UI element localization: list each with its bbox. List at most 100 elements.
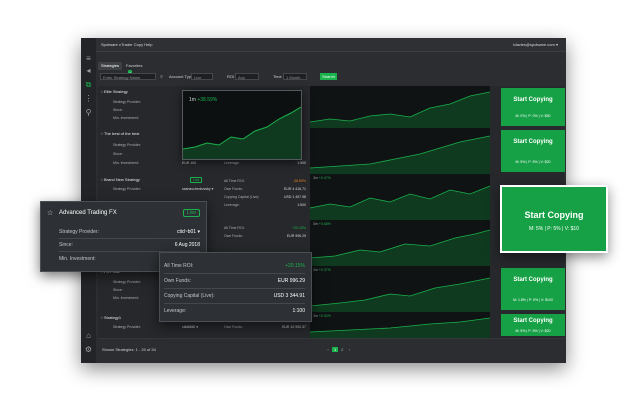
provider-value[interactable]: sashavcherkovsky ▾ <box>182 187 214 191</box>
capital-stat: Copying Capital (Live): USD 1 457.98 <box>224 195 306 199</box>
cta-fees: M: 1.8% | P: 5% | V: $100 <box>513 298 553 302</box>
capital-label: Copying Capital (Live): <box>224 195 260 199</box>
own-funds-value: EUR 996.29 <box>286 234 306 238</box>
prev-page-button[interactable]: ‹ <box>327 347 329 352</box>
leverage-value: 1:100 <box>292 308 305 314</box>
tab-strategies[interactable]: Strategies <box>98 62 123 70</box>
performance-chart[interactable]: 3m +0.37% <box>310 266 490 312</box>
leverage-stat: Leverage: 1:500 <box>224 203 306 207</box>
start-copying-button[interactable]: Start Copying M: 5% | P: 5% | V: $20 <box>501 314 565 336</box>
provider-value[interactable]: ctid~b01 ▾ <box>177 229 200 235</box>
own-funds-value: EUR 996.29 <box>277 278 305 284</box>
strategy-search-input[interactable]: Enter Strategy Name <box>100 73 156 80</box>
divider <box>59 238 200 239</box>
cart-icon[interactable]: ⌂ <box>86 331 91 340</box>
star-icon[interactable]: ☆ <box>100 131 104 136</box>
own-funds-label: Own Funds: <box>224 234 243 238</box>
top-bar: Spotware cTrader Copy Help tdavies@spotw… <box>96 38 566 52</box>
app-title[interactable]: Spotware cTrader Copy Help <box>101 42 153 47</box>
star-icon[interactable]: ☆ <box>47 210 54 217</box>
star-icon[interactable]: ☆ <box>100 89 104 94</box>
user-menu[interactable]: tdavies@spotware.com ▾ <box>513 42 558 47</box>
provider-label: Strategy Provider: <box>113 143 142 147</box>
roi-value: +20.15% <box>292 226 306 230</box>
time-select[interactable]: 1 Month <box>283 73 307 80</box>
strategy-title[interactable]: Advanced Trading FX <box>59 210 117 216</box>
divider <box>164 303 305 304</box>
account-type-select[interactable]: Live <box>191 73 213 80</box>
provider-label: Strategy Provider: <box>113 100 142 104</box>
leverage-label: Leverage: <box>164 308 187 314</box>
provider-value[interactable]: ctid4660 ▾ <box>182 325 198 329</box>
chart-change: +0.37% <box>318 268 331 272</box>
roi-select[interactable]: Any <box>235 73 259 80</box>
capital-label: Copying Capital (Live): <box>164 293 215 299</box>
live-badge: Live <box>190 177 203 183</box>
next-page-button[interactable]: › <box>348 347 351 352</box>
since-label: Since: <box>113 108 123 112</box>
cta-fees: M: 5% | P: 5% | V: $20 <box>515 160 551 164</box>
own-funds-value: EUR 10 992.37 <box>282 325 306 329</box>
min-investment-label: Min. Investment: <box>113 296 139 300</box>
collapse-icon[interactable]: ◂ <box>86 66 91 75</box>
provider-label: Strategy Provider: <box>113 280 142 284</box>
cta-fees: M: 5% | P: 5% | V: $20 <box>515 329 551 333</box>
start-copying-button[interactable]: Start Copying M: 1.8% | P: 5% | V: $100 <box>501 268 565 310</box>
menu-icon[interactable]: ≡ <box>86 54 91 63</box>
strategy-name[interactable]: Strategy1 <box>104 315 122 320</box>
search-icon[interactable]: ⚲ <box>160 74 163 79</box>
footer: Shown Strategies: 1 - 20 of 34 ‹ 1 2 › <box>96 341 566 363</box>
chart-caption: 3m +0.37% <box>313 268 331 272</box>
own-funds-label: Own Funds: <box>224 187 243 191</box>
performance-chart[interactable] <box>310 128 490 174</box>
min-investment-value: EUR 100 <box>182 161 197 165</box>
leverage-label: Leverage: <box>224 203 240 207</box>
tab-favorites[interactable]: Favorites0 <box>123 62 145 78</box>
chart-change: +0.92% <box>318 314 331 318</box>
left-sidebar: ≡ ◂ ⧉ ⋮ ⚲ ⌂ ⚙ <box>81 38 96 363</box>
copy-icon[interactable]: ⧉ <box>85 80 92 89</box>
strategy-stats-popup: All Time ROI: +20.15% Own Funds: EUR 996… <box>159 252 312 322</box>
search-icon[interactable]: ⚲ <box>85 108 92 117</box>
page-2-button[interactable]: 2 <box>341 347 344 352</box>
start-copying-button[interactable]: Start Copying M: 5% | P: 5% | V: $20 <box>501 130 565 172</box>
provider-label: Strategy Provider: <box>59 229 100 235</box>
zoomed-chart-popup[interactable]: 1m +38.59% <box>182 90 302 160</box>
own-funds-value: EUR 4 416.71 <box>284 187 306 191</box>
performance-chart[interactable] <box>310 86 490 128</box>
own-funds-stat: Own Funds: EUR 4 416.71 <box>224 187 306 191</box>
list-icon[interactable]: ⋮ <box>84 94 93 103</box>
performance-chart[interactable]: 3m +0.65% <box>310 220 490 266</box>
roi-label: ROI <box>227 74 235 79</box>
roi-label: All Time ROI: <box>164 263 194 269</box>
live-badge: Live <box>182 209 200 217</box>
page-1-button[interactable]: 1 <box>332 347 339 352</box>
roi-value: +20.15% <box>285 263 305 269</box>
strategy-row: ☆ Strategy1 Strategy Provider: ctid4660 … <box>98 312 565 339</box>
roi-label: All Time ROI: <box>224 179 245 183</box>
min-investment-label: Min. Investment: <box>113 161 139 165</box>
divider <box>59 251 200 252</box>
star-icon[interactable]: ☆ <box>100 315 104 320</box>
leverage-value: 1:500 <box>297 203 306 207</box>
start-copying-big-button[interactable]: Start Copying M: 5% | P: 5% | V: $10 <box>500 185 608 253</box>
strategy-name[interactable]: Brand New Strategy <box>104 177 140 182</box>
start-copying-button[interactable]: Start Copying M: 0% | P: 0% | V: $50 <box>501 88 565 126</box>
roi-value: -38.89% <box>292 179 306 183</box>
leverage-stat: Leverage: 1:500 <box>224 161 306 165</box>
since-value: 6 Aug 2018 <box>174 242 200 248</box>
strategy-name[interactable]: Elite Strategy <box>104 89 128 94</box>
since-label: Since: <box>113 152 123 156</box>
strategy-name[interactable]: The best of the best <box>104 131 140 136</box>
roi-stat: All Time ROI: +20.15% <box>224 226 306 230</box>
gear-icon[interactable]: ⚙ <box>84 345 93 354</box>
leverage-value: 1:500 <box>297 161 306 165</box>
performance-chart[interactable]: 3m +0.47% <box>310 174 490 220</box>
performance-chart[interactable]: 3m +0.92% <box>310 312 490 338</box>
strategy-card-popup: ☆ Advanced Trading FX Live Strategy Prov… <box>40 201 207 272</box>
capital-value: USD 1 457.98 <box>284 195 306 199</box>
star-icon[interactable]: ☆ <box>100 177 104 182</box>
time-label: Time <box>273 74 282 79</box>
search-button[interactable]: Search <box>320 73 337 80</box>
shown-count: Shown Strategies: 1 - 20 of 34 <box>102 347 156 352</box>
